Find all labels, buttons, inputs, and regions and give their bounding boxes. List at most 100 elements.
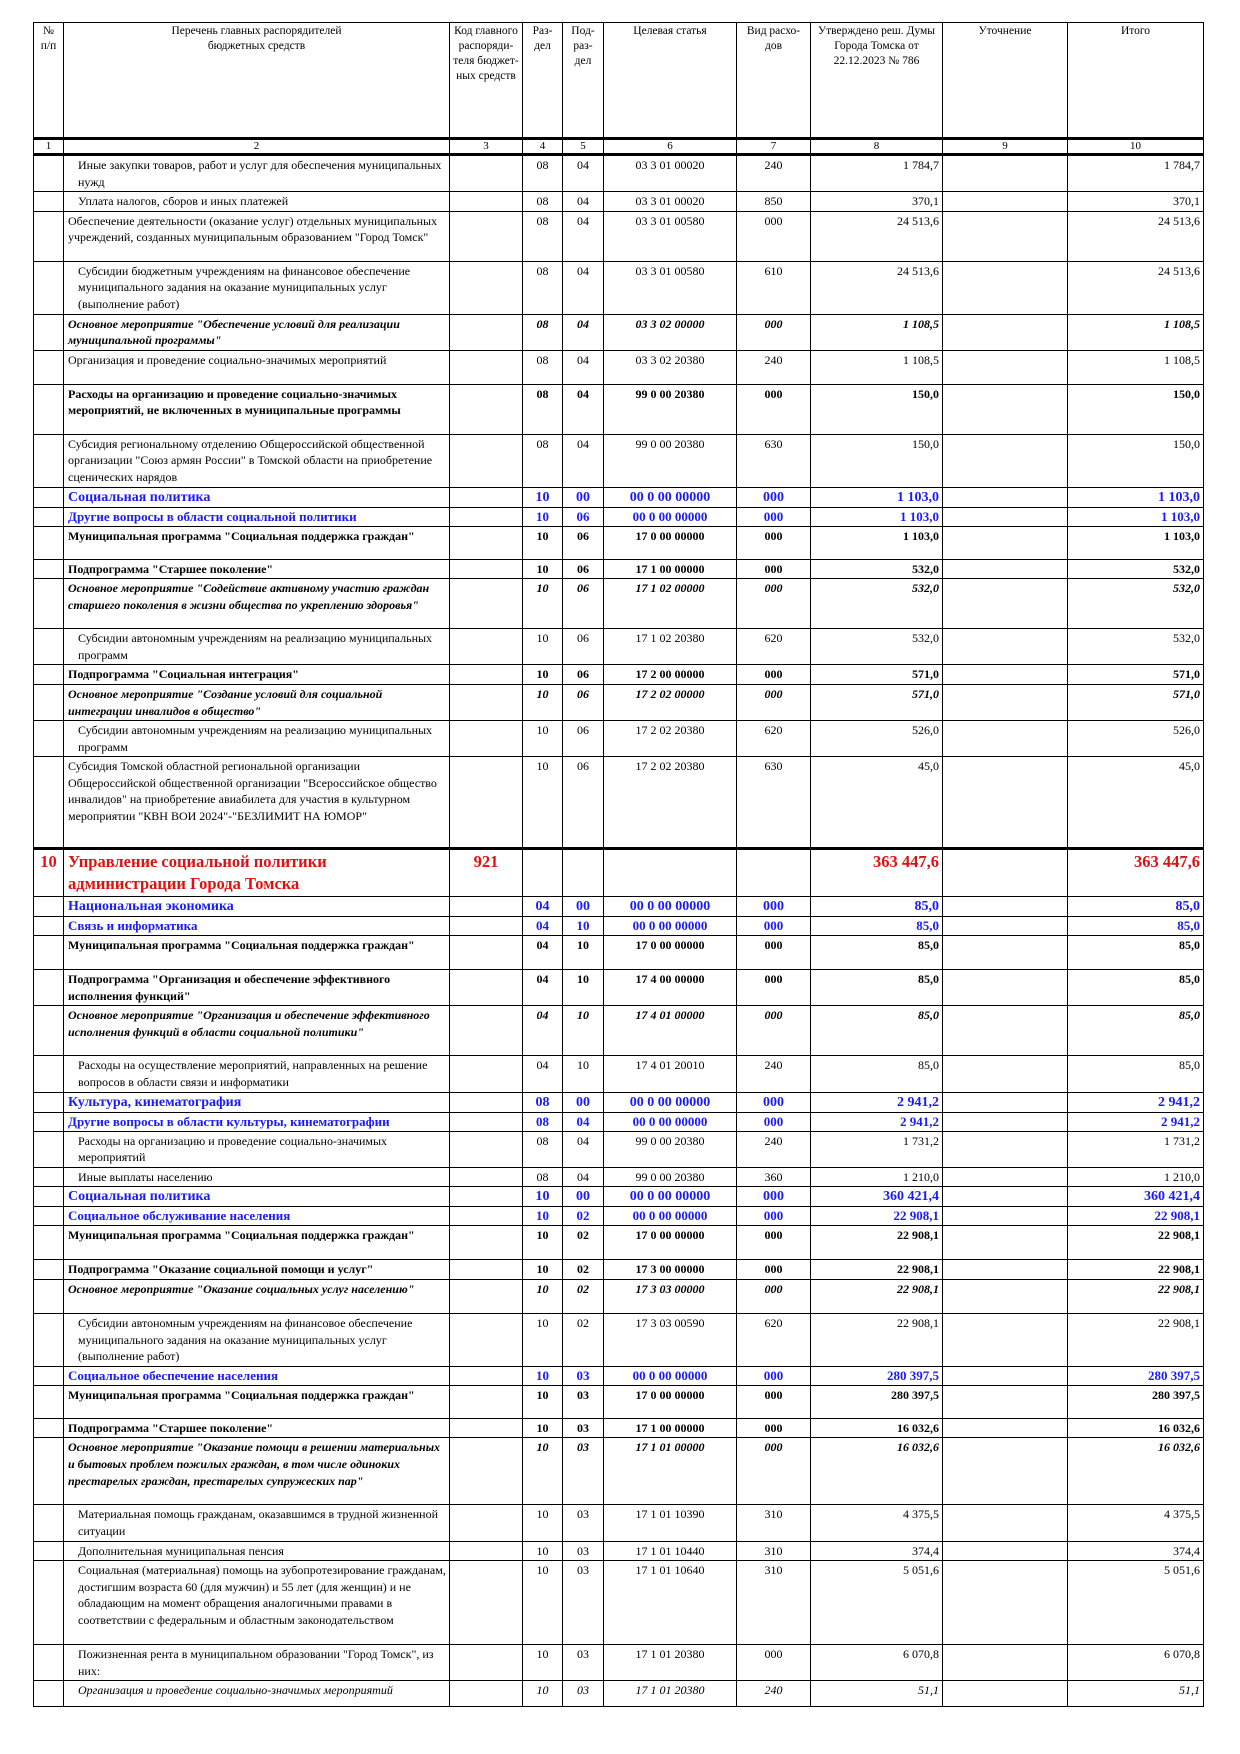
row-adjustment bbox=[942, 1384, 1068, 1419]
row-subsection: 10 bbox=[562, 1005, 604, 1057]
row-total-amount: 280 397,5 bbox=[1067, 1365, 1204, 1386]
row-number bbox=[33, 1365, 64, 1386]
row-section: 08 bbox=[522, 1091, 563, 1113]
row-section: 10 bbox=[522, 578, 563, 630]
row-target-article: 17 1 00 00000 bbox=[603, 1417, 737, 1439]
row-admin-code bbox=[449, 191, 523, 212]
table-row: Субсидии автономным учреждениям на финан… bbox=[33, 1313, 1204, 1367]
column-number: 4 bbox=[522, 138, 563, 156]
row-expense-type: 000 bbox=[736, 1005, 811, 1057]
row-total-amount: 280 397,5 bbox=[1067, 1384, 1204, 1419]
row-target-article: 99 0 00 20380 bbox=[603, 433, 737, 488]
row-name: Подпрограмма "Старшее поколение" bbox=[63, 558, 450, 580]
row-expense-type: 000 bbox=[736, 525, 811, 560]
row-adjustment bbox=[942, 506, 1068, 527]
table-row: Основное мероприятие "Содействие активно… bbox=[33, 578, 1204, 630]
header-code: Код главного распоряди- теля бюджет- ных… bbox=[449, 22, 523, 140]
row-total-amount: 16 032,6 bbox=[1067, 1437, 1204, 1506]
column-number-row: 1 2 3 4 5 6 7 8 9 10 bbox=[33, 138, 1204, 156]
row-total-amount: 1 108,5 bbox=[1067, 313, 1204, 351]
table-row: Основное мероприятие "Организация и обес… bbox=[33, 1005, 1204, 1057]
row-number bbox=[33, 1091, 64, 1113]
row-number bbox=[33, 1384, 64, 1419]
row-admin-code bbox=[449, 1279, 523, 1315]
row-expense-type: 630 bbox=[736, 433, 811, 488]
row-subsection: 04 bbox=[562, 153, 604, 193]
row-admin-code bbox=[449, 1186, 523, 1208]
row-approved-amount: 16 032,6 bbox=[810, 1417, 943, 1439]
row-section: 04 bbox=[522, 1055, 563, 1093]
row-subsection: 03 bbox=[562, 1540, 604, 1562]
row-adjustment bbox=[942, 847, 1068, 898]
table-row: Пожизненная рента в муниципальном образо… bbox=[33, 1644, 1204, 1682]
row-name: Основное мероприятие "Организация и обес… bbox=[63, 1005, 450, 1057]
column-number: 5 bbox=[562, 138, 604, 156]
row-target-article: 00 0 00 00000 bbox=[603, 486, 737, 508]
row-total-amount: 85,0 bbox=[1067, 935, 1204, 971]
row-number bbox=[33, 210, 64, 262]
row-name: Субсидии автономным учреждениям на реали… bbox=[63, 628, 450, 666]
row-target-article: 00 0 00 00000 bbox=[603, 1365, 737, 1386]
row-target-article: 00 0 00 00000 bbox=[603, 1091, 737, 1113]
row-adjustment bbox=[942, 1111, 1068, 1132]
row-adjustment bbox=[942, 1130, 1068, 1168]
row-expense-type: 000 bbox=[736, 1225, 811, 1261]
row-expense-type: 000 bbox=[736, 383, 811, 435]
row-total-amount: 1 784,7 bbox=[1067, 153, 1204, 193]
table-row: Муниципальная программа "Социальная подд… bbox=[33, 1225, 1204, 1261]
row-admin-code bbox=[449, 1644, 523, 1682]
row-name: Организация и проведение социально-значи… bbox=[63, 349, 450, 385]
row-expense-type: 000 bbox=[736, 896, 811, 918]
row-name: Социальное обслуживание населения bbox=[63, 1206, 450, 1227]
row-name: Уплата налогов, сборов и иных платежей bbox=[63, 191, 450, 212]
row-subsection: 06 bbox=[562, 664, 604, 685]
row-expense-type: 000 bbox=[736, 1417, 811, 1439]
row-expense-type: 240 bbox=[736, 153, 811, 193]
row-adjustment bbox=[942, 1417, 1068, 1439]
row-subsection: 10 bbox=[562, 969, 604, 1007]
row-expense-type: 000 bbox=[736, 558, 811, 580]
header-target-article: Целевая статья bbox=[603, 22, 737, 140]
table-row: Культура, кинематография 08 00 00 0 00 0000… bbox=[33, 1091, 1204, 1113]
row-adjustment bbox=[942, 1680, 1068, 1708]
row-target-article: 17 1 01 10390 bbox=[603, 1504, 737, 1542]
row-target-article: 00 0 00 00000 bbox=[603, 1186, 737, 1208]
column-number: 6 bbox=[603, 138, 737, 156]
table-row: Другие вопросы в области культуры, кинем… bbox=[33, 1111, 1204, 1132]
row-adjustment bbox=[942, 683, 1068, 722]
table-row: Подпрограмма "Организация и обеспечение … bbox=[33, 969, 1204, 1007]
row-adjustment bbox=[942, 210, 1068, 262]
table-row: Расходы на организацию и проведение соци… bbox=[33, 383, 1204, 435]
row-approved-amount: 1 731,2 bbox=[810, 1130, 943, 1168]
row-name: Основное мероприятие "Содействие активно… bbox=[63, 578, 450, 630]
row-admin-code bbox=[449, 1166, 523, 1188]
table-row: Субсидии бюджетным учреждениям на финанс… bbox=[33, 260, 1204, 315]
row-adjustment bbox=[942, 720, 1068, 758]
header-name: Перечень главных распорядителей бюджетны… bbox=[63, 22, 450, 140]
row-subsection: 03 bbox=[562, 1560, 604, 1646]
row-target-article: 17 0 00 00000 bbox=[603, 1225, 737, 1261]
row-subsection: 06 bbox=[562, 578, 604, 630]
row-admin-code bbox=[449, 210, 523, 262]
row-number bbox=[33, 628, 64, 666]
row-adjustment bbox=[942, 433, 1068, 488]
row-approved-amount: 22 908,1 bbox=[810, 1225, 943, 1261]
row-number bbox=[33, 1279, 64, 1315]
row-number bbox=[33, 1540, 64, 1562]
row-target-article: 17 1 02 00000 bbox=[603, 578, 737, 630]
row-expense-type: 000 bbox=[736, 578, 811, 630]
row-target-article: 99 0 00 20380 bbox=[603, 1130, 737, 1168]
row-target-article: 03 3 02 00000 bbox=[603, 313, 737, 351]
row-target-article: 17 0 00 00000 bbox=[603, 525, 737, 560]
row-expense-type: 360 bbox=[736, 1166, 811, 1188]
row-approved-amount: 532,0 bbox=[810, 628, 943, 666]
row-subsection: 03 bbox=[562, 1384, 604, 1419]
row-number bbox=[33, 383, 64, 435]
row-section: 10 bbox=[522, 1186, 563, 1208]
row-section: 08 bbox=[522, 313, 563, 351]
table-row: Муниципальная программа "Социальная подд… bbox=[33, 1384, 1204, 1419]
row-total-amount: 51,1 bbox=[1067, 1680, 1204, 1708]
row-subsection: 02 bbox=[562, 1279, 604, 1315]
row-name: Социальная (материальная) помощь на зубо… bbox=[63, 1560, 450, 1646]
row-expense-type: 620 bbox=[736, 1313, 811, 1367]
